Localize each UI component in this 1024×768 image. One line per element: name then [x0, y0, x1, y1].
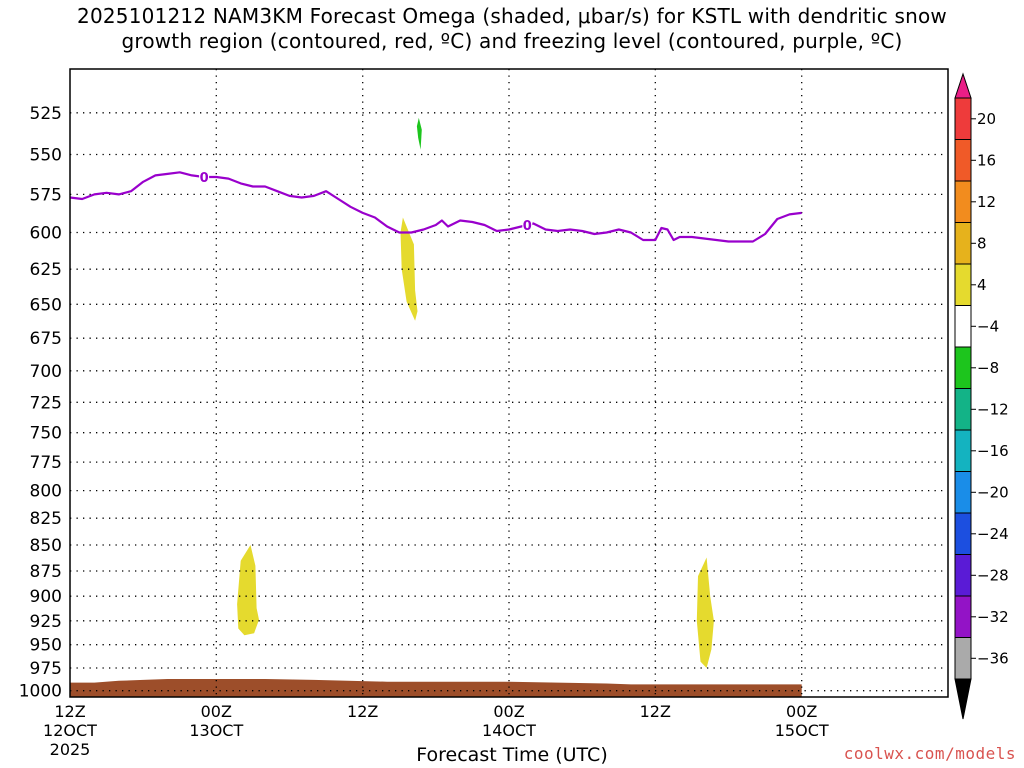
x-tick-time-60: 00Z: [786, 702, 817, 721]
source-credit: coolwx.com/models: [843, 744, 1016, 763]
colorbar-label-9: −16: [977, 442, 1009, 460]
colorbar-label-7: −8: [977, 359, 999, 377]
x-tick-time-0: 12Z: [54, 702, 85, 721]
y-tick-label-775: 775: [30, 453, 62, 473]
terrain-fill: [70, 679, 802, 697]
freezing-level-label-1: 0: [200, 171, 209, 186]
colorbar-label-4: 8: [977, 234, 987, 252]
x-tick-time-24: 12Z: [347, 702, 378, 721]
y-tick-label-650: 650: [30, 295, 62, 315]
plot-frame: [69, 68, 949, 698]
colorbar-top-arrow: [954, 72, 972, 99]
colorbar-label-5: 4: [977, 276, 987, 294]
y-tick-label-625: 625: [30, 260, 62, 280]
x-tick-year-0: 2025: [50, 740, 91, 759]
y-tick-label-800: 800: [30, 482, 62, 502]
y-tick-label-525: 525: [30, 104, 62, 124]
y-tick-label-825: 825: [30, 509, 62, 529]
gridlines: [70, 69, 948, 697]
colorbar-segment-2: [954, 139, 972, 182]
colorbar-segment-10: [954, 471, 972, 514]
y-tick-label-925: 925: [30, 612, 62, 632]
colorbar-segment-5: [954, 263, 972, 306]
colorbar: 20 16 12 8 4 −4 −8 −12 −16 −20 −24 −28 −32 −36: [954, 72, 1009, 720]
colorbar-segment-6: [954, 305, 972, 348]
x-tick-time-12: 00Z: [201, 702, 232, 721]
colorbar-label-10: −20: [977, 483, 1009, 501]
y-tick-label-900: 900: [30, 587, 62, 607]
y-tick-label-1000: 1000: [19, 682, 62, 702]
title-line-2: growth region (contoured, red, ºC) and f…: [121, 29, 903, 53]
colorbar-segment-7: [954, 346, 972, 389]
freezing-level-label-2: 0: [523, 219, 532, 234]
colorbar-label-1: 20: [977, 110, 996, 128]
x-tick-date-60: 15OCT: [775, 721, 829, 740]
y-tick-label-675: 675: [30, 329, 62, 349]
colorbar-label-6: −4: [977, 317, 999, 335]
x-tick-time-48: 12Z: [640, 702, 671, 721]
colorbar-segment-12: [954, 554, 972, 597]
colorbar-label-8: −12: [977, 400, 1009, 418]
x-tick-date-12: 13OCT: [189, 721, 243, 740]
freezing-level-label-bg-2: [522, 217, 533, 232]
y-tick-label-725: 725: [30, 393, 62, 413]
y-tick-label-700: 700: [30, 362, 62, 382]
colorbar-segment-1: [954, 97, 972, 140]
title-line-1: 2025101212 NAM3KM Forecast Omega (shaded…: [77, 4, 947, 28]
colorbar-segment-11: [954, 512, 972, 555]
y-tick-label-950: 950: [30, 636, 62, 656]
omega-region-2: [237, 545, 259, 636]
x-tick-time-36: 00Z: [493, 702, 524, 721]
colorbar-segment-14: [954, 637, 972, 680]
colorbar-bottom-arrow: [954, 678, 972, 720]
colorbar-segment-13: [954, 595, 972, 638]
x-axis-label: Forecast Time (UTC): [416, 744, 608, 766]
colorbar-segment-9: [954, 429, 972, 472]
y-tick-label-575: 575: [30, 185, 62, 205]
freezing-level-line: [69, 171, 802, 243]
chart-title: 2025101212 NAM3KM Forecast Omega (shaded…: [0, 4, 1024, 54]
y-tick-label-975: 975: [30, 659, 62, 679]
y-axis-ticks: 525 550 575 600 625 650 675 700 725 750 775 800 825 8…: [19, 104, 62, 702]
omega-region-4: [416, 117, 422, 150]
colorbar-label-13: −32: [977, 608, 1009, 626]
colorbar-segment-4: [954, 222, 972, 265]
y-tick-label-550: 550: [30, 146, 62, 166]
colorbar-label-2: 16: [977, 151, 996, 169]
omega-shaded-regions: [237, 117, 714, 668]
colorbar-label-12: −28: [977, 566, 1009, 584]
colorbar-label-3: 12: [977, 193, 996, 211]
freezing-level-label-bg-1: [199, 169, 210, 184]
x-tick-date-0: 12OCT: [43, 721, 97, 740]
y-tick-label-875: 875: [30, 562, 62, 582]
colorbar-segment-3: [954, 180, 972, 223]
colorbar-label-11: −24: [977, 525, 1009, 543]
y-tick-label-600: 600: [30, 224, 62, 244]
colorbar-segment-8: [954, 388, 972, 431]
y-tick-label-850: 850: [30, 536, 62, 556]
x-tick-date-36: 14OCT: [482, 721, 536, 740]
omega-region-3: [696, 557, 714, 668]
y-tick-label-750: 750: [30, 424, 62, 444]
colorbar-label-14: −36: [977, 649, 1009, 667]
